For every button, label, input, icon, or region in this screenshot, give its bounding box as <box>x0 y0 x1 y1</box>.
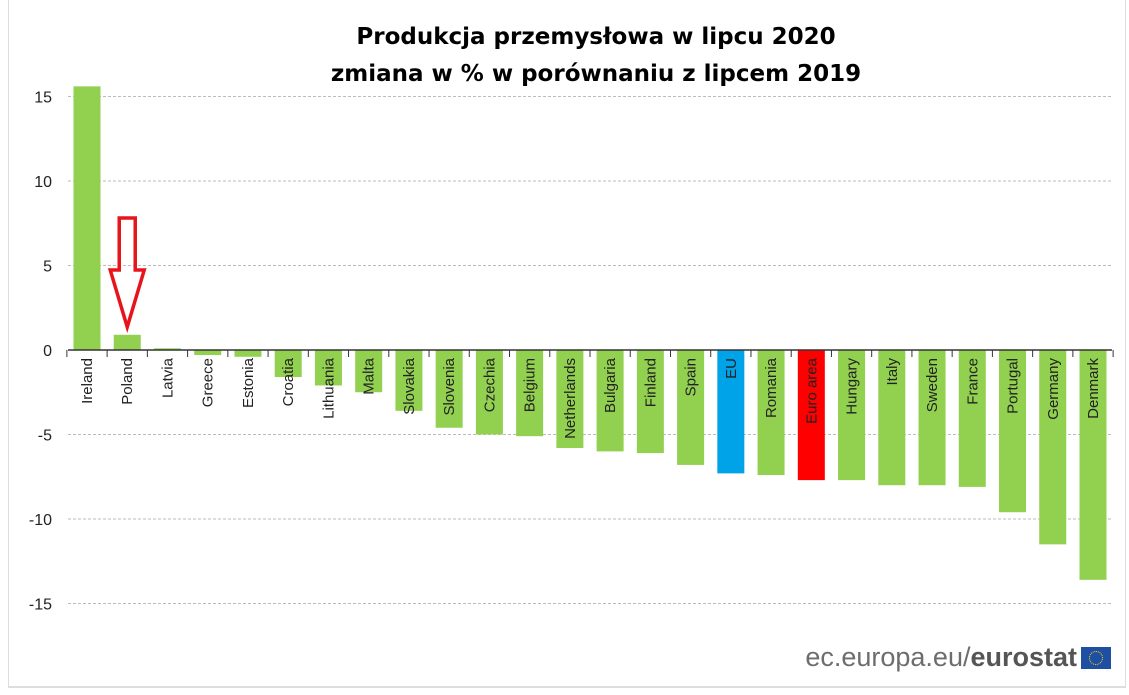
y-tick-label: 15 <box>34 90 52 107</box>
bar-hungary <box>838 350 866 481</box>
bar-portugal <box>999 350 1027 513</box>
bar-spain <box>677 350 705 465</box>
eu-flag-icon <box>1081 646 1111 669</box>
bar-malta <box>355 350 383 393</box>
x-tick-label: Slovenia <box>441 357 458 415</box>
x-tick-label: Romania <box>763 357 780 418</box>
bar-euro-area <box>797 350 825 481</box>
bar-belgium <box>516 350 544 437</box>
source-footer: ec.europa.eu/eurostat <box>805 642 1111 673</box>
x-tick-label: Croatia <box>280 357 297 406</box>
x-tick-label: Euro area <box>803 357 820 424</box>
x-tick-label: Poland <box>119 358 136 405</box>
y-tick-label: -5 <box>38 428 52 445</box>
bar-greece <box>194 350 222 356</box>
x-tick-label: Bulgaria <box>602 357 619 413</box>
x-tick-label: EU <box>723 358 740 379</box>
bar-latvia <box>153 348 181 350</box>
chart-title: Produkcja przemysłowa w lipcu 2020 <box>356 24 835 50</box>
arrow-down-icon <box>107 216 147 334</box>
source-url: ec.europa.eu/ <box>805 642 971 672</box>
x-tick-label: Lithuania <box>320 357 337 419</box>
y-tick-label: 10 <box>34 174 52 191</box>
x-tick-label: Italy <box>884 358 901 386</box>
x-tick-label: Finland <box>642 358 659 407</box>
x-tick-label: Spain <box>683 358 700 396</box>
bar-germany <box>1039 350 1067 545</box>
bar-bulgaria <box>596 350 624 452</box>
bar-slovakia <box>395 350 423 411</box>
y-tick-label: 0 <box>43 343 52 360</box>
bar-romania <box>757 350 785 476</box>
chart-frame <box>8 0 1126 688</box>
y-tick-label: -15 <box>29 597 52 614</box>
bar-eu <box>717 350 745 474</box>
bar-netherlands <box>556 350 584 449</box>
bar-italy <box>878 350 906 486</box>
x-tick-label: Belgium <box>522 358 539 412</box>
x-tick-label: Germany <box>1045 358 1062 420</box>
x-tick-label: Denmark <box>1085 358 1102 419</box>
x-tick-label: Hungary <box>844 358 861 415</box>
x-tick-label: Slovakia <box>401 357 418 414</box>
bar-croatia <box>274 350 302 378</box>
bar-slovenia <box>435 350 463 428</box>
x-tick-label: Latvia <box>159 357 176 398</box>
x-tick-label: Czechia <box>481 357 498 412</box>
source-brand: eurostat <box>970 642 1077 672</box>
bar-sweden <box>918 350 946 486</box>
x-tick-label: Greece <box>200 358 217 407</box>
bar-estonia <box>234 350 262 357</box>
bar-france <box>958 350 986 487</box>
bar-denmark <box>1079 350 1107 580</box>
bar-ireland <box>73 86 101 351</box>
x-tick-label: Estonia <box>240 357 257 408</box>
y-tick-label: 5 <box>43 259 52 276</box>
x-tick-label: Netherlands <box>562 358 579 439</box>
bar-finland <box>636 350 664 454</box>
bar-czechia <box>475 350 503 435</box>
x-tick-label: Portugal <box>1005 358 1022 414</box>
bar-poland <box>113 334 141 350</box>
x-tick-label: France <box>964 358 981 405</box>
bar-lithuania <box>314 350 342 386</box>
y-tick-label: -10 <box>29 512 52 529</box>
x-tick-label: Malta <box>361 357 378 394</box>
x-tick-label: Sweden <box>924 358 941 412</box>
chart-subtitle: zmiana w % w porównaniu z lipcem 2019 <box>331 61 861 87</box>
x-tick-label: Ireland <box>79 358 96 404</box>
